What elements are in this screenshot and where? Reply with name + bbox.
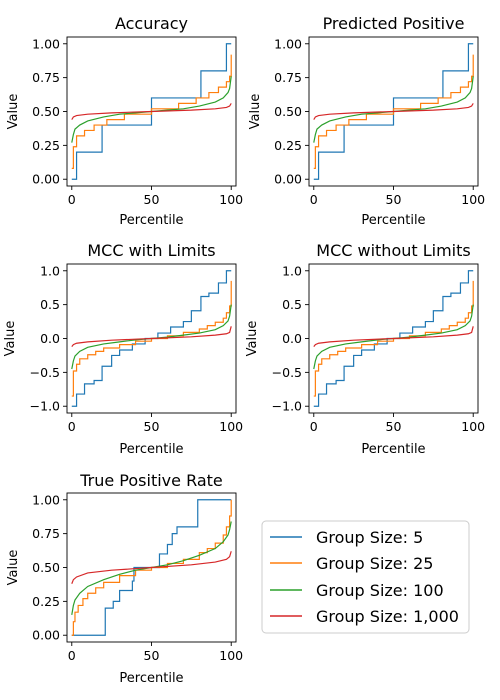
- y-tick-label: 0.75: [32, 526, 60, 541]
- y-tick-label: −0.5: [30, 365, 60, 380]
- x-axis-label: Percentile: [361, 442, 425, 457]
- y-tick-label: 0.00: [274, 172, 302, 187]
- panel-title: MCC with Limits: [87, 241, 215, 260]
- y-tick-label: 0.0: [282, 331, 302, 346]
- plot-area: 0 50 100 0.00 0.25 0.50 0.75 1.00: [32, 36, 243, 207]
- y-tick-label: 1.0: [282, 263, 302, 278]
- y-tick-label: 0.25: [32, 138, 60, 153]
- panel-true-positive-rate: True Positive Rate 0 50 100 0.00 0.25 0.50 0.7…: [6, 471, 243, 686]
- x-tick-label: 100: [461, 419, 485, 434]
- x-tick-label: 50: [144, 419, 160, 434]
- x-tick-label: 0: [68, 192, 76, 207]
- x-tick-label: 0: [310, 419, 318, 434]
- x-tick-label: 100: [219, 419, 243, 434]
- panel-mcc-without-limits: MCC without Limits 0 50 100 −1.0 −0.5 0.0 0.5 1…: [245, 241, 485, 457]
- legend-label: Group Size: 100: [316, 581, 444, 600]
- x-tick-label: 50: [144, 192, 160, 207]
- y-tick-label: −1.0: [272, 399, 302, 414]
- x-tick-label: 0: [310, 192, 318, 207]
- x-tick-label: 100: [219, 192, 243, 207]
- y-tick-label: 1.00: [32, 36, 60, 51]
- panel-title: True Positive Rate: [79, 471, 223, 490]
- plot-area: 0 50 100 0.00 0.25 0.50 0.75 1.00: [274, 36, 485, 207]
- panel-accuracy: Accuracy 0 50 100 0.00 0.25 0.50 0.75 1.00 Perc…: [6, 14, 243, 228]
- y-tick-label: 0.5: [282, 297, 302, 312]
- series-line: [72, 551, 231, 584]
- plot-area: 0 50 100 0.00 0.25 0.50 0.75 1.00: [32, 492, 243, 663]
- y-tick-label: 0.5: [40, 297, 60, 312]
- y-axis-label: Value: [6, 94, 21, 130]
- y-tick-label: 1.00: [32, 492, 60, 507]
- y-axis-label: Value: [245, 321, 260, 357]
- y-tick-label: 1.00: [274, 36, 302, 51]
- y-tick-label: 0.50: [274, 104, 302, 119]
- y-tick-label: 0.0: [40, 331, 60, 346]
- y-tick-label: 0.75: [274, 70, 302, 85]
- plot-area: 0 50 100 −1.0 −0.5 0.0 0.5 1.0: [272, 263, 486, 434]
- panel-predicted-positive: Predicted Positive 0 50 100 0.00 0.25 0.50 0.7…: [248, 14, 485, 228]
- x-tick-label: 50: [386, 419, 402, 434]
- series-line: [314, 305, 473, 369]
- x-axis-label: Percentile: [119, 213, 183, 228]
- x-tick-label: 50: [386, 192, 402, 207]
- plot-area: 0 50 100 −1.0 −0.5 0.0 0.5 1.0: [30, 263, 244, 434]
- x-axis-label: Percentile: [119, 442, 183, 457]
- x-tick-label: 50: [144, 648, 160, 663]
- y-axis-label: Value: [248, 94, 263, 130]
- panel-title: Predicted Positive: [323, 14, 465, 33]
- series-line: [72, 305, 231, 369]
- panel-title: MCC without Limits: [316, 241, 470, 260]
- panel-mcc-with-limits: MCC with Limits 0 50 100−1.0−0.50.00.51.0 …: [3, 241, 243, 457]
- x-tick-label: 0: [68, 419, 76, 434]
- y-tick-label: 1.0: [40, 263, 60, 278]
- y-tick-label: 0.50: [32, 104, 60, 119]
- x-axis-label: Percentile: [361, 213, 425, 228]
- y-tick-label: 0.25: [274, 138, 302, 153]
- legend-label: Group Size: 5: [316, 528, 423, 547]
- x-tick-label: 100: [461, 192, 485, 207]
- y-tick-label: 0.00: [32, 628, 60, 643]
- y-axis-label: Value: [6, 550, 21, 586]
- y-axis-label: Value: [3, 321, 18, 357]
- panel-title: Accuracy: [115, 14, 188, 33]
- y-tick-label: 0.75: [32, 70, 60, 85]
- y-tick-label: −0.5: [272, 365, 302, 380]
- x-axis-label: Percentile: [119, 671, 183, 686]
- y-tick-label: −1.0: [30, 399, 60, 414]
- y-tick-label: 0.50: [32, 560, 60, 575]
- legend-label: Group Size: 25: [316, 554, 433, 573]
- y-tick-label: 0.00: [32, 172, 60, 187]
- legend-label: Group Size: 1,000: [316, 607, 459, 626]
- x-tick-label: 100: [219, 648, 243, 663]
- legend: Group Size: 5 Group Size: 25 Group Size:…: [262, 521, 469, 633]
- x-tick-label: 0: [68, 648, 76, 663]
- y-tick-label: 0.25: [32, 594, 60, 609]
